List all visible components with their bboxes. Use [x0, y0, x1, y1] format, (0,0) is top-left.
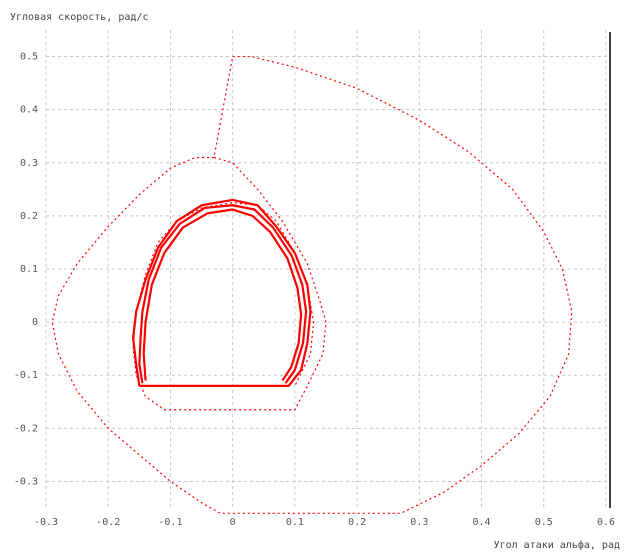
y-tick-label: 0.5: [20, 52, 38, 63]
x-tick-labels: -0.3 -0.2 -0.1 0 0.1 0.2 0.3 0.4 0.5 0.6: [34, 517, 615, 528]
y-tick-label: -0.2: [14, 423, 38, 434]
trajectory-line-1: [51, 55, 573, 514]
chart-curves: [51, 55, 573, 514]
trajectory-line-2: [132, 156, 327, 411]
x-tick-label: 0.2: [348, 517, 366, 528]
x-tick-label: -0.2: [96, 517, 120, 528]
y-tick-label: 0.4: [20, 105, 38, 116]
x-tick-label: 0.1: [286, 517, 304, 528]
y-tick-label: 0.3: [20, 158, 38, 169]
x-tick-label: -0.3: [34, 517, 58, 528]
x-tick-label: 0.4: [473, 517, 491, 528]
trajectory-line-4: [138, 204, 308, 384]
x-tick-label: 0.3: [410, 517, 428, 528]
x-tick-label: 0.6: [597, 517, 615, 528]
y-tick-label: 0.1: [20, 264, 38, 275]
trajectory-line-5: [142, 208, 303, 382]
y-tick-label: 0: [32, 317, 38, 328]
x-axis-label: Угол атаки альфа, рад: [494, 539, 620, 551]
grid-lines: [45, 30, 607, 508]
x-tick-label: 0.5: [535, 517, 553, 528]
y-tick-label: -0.1: [14, 370, 38, 381]
x-tick-label: -0.1: [158, 517, 182, 528]
y-tick-label: -0.3: [14, 476, 38, 487]
trajectory-line-3: [132, 198, 312, 387]
y-axis-label: Угловая скорость, рад/с: [10, 12, 148, 23]
y-tick-label: 0.2: [20, 211, 38, 222]
y-tick-labels: -0.3 -0.2 -0.1 0 0.1 0.2 0.3 0.4 0.5: [14, 52, 38, 488]
x-tick-label: 0: [230, 517, 236, 528]
